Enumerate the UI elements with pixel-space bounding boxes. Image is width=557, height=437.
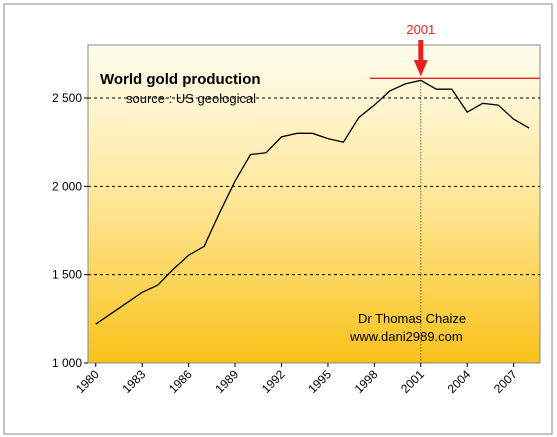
annotation: Dr Thomas Chaize xyxy=(358,311,466,326)
annotation: www.dani2989.com xyxy=(349,329,463,344)
y-tick-label: 1 500 xyxy=(52,268,82,282)
y-tick-label: 2 000 xyxy=(52,179,82,193)
peak-arrow-shaft xyxy=(418,40,424,62)
chart-title: World gold production xyxy=(100,71,261,88)
plot-area xyxy=(87,44,541,364)
y-tick-label: 1 000 xyxy=(52,356,82,370)
y-tick-label: 2 500 xyxy=(52,91,82,105)
peak-arrow-head xyxy=(413,60,428,77)
peak-label: 2001 xyxy=(406,22,435,37)
data-line xyxy=(95,79,530,325)
